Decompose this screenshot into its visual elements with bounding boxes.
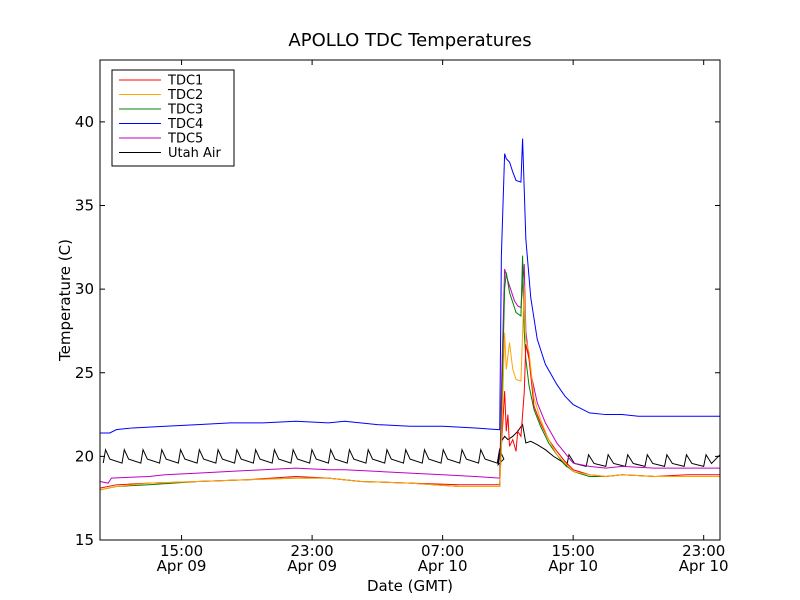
legend-label-tdc3: TDC3 xyxy=(167,103,203,118)
x-tick-label-time: 15:00 xyxy=(160,542,203,560)
x-tick-label-date: Apr 10 xyxy=(548,557,598,575)
y-tick-label: 30 xyxy=(75,280,94,298)
series-lines xyxy=(100,138,720,491)
series-line-tdc4 xyxy=(100,138,720,434)
y-tick-label: 40 xyxy=(75,113,94,131)
x-tick-label-time: 23:00 xyxy=(682,542,725,560)
x-tick-label-time: 15:00 xyxy=(552,542,595,560)
legend-label-utah-air: Utah Air xyxy=(168,146,221,161)
x-tick-label-date: Apr 09 xyxy=(157,557,207,575)
x-tick-label-date: Apr 10 xyxy=(418,557,468,575)
x-tick-label-date: Apr 09 xyxy=(287,557,337,575)
plot-border xyxy=(99,59,721,541)
x-axis-label: Date (GMT) xyxy=(367,577,453,595)
y-tick-label: 35 xyxy=(75,197,94,215)
y-tick-label: 20 xyxy=(75,447,94,465)
x-tick-label-time: 07:00 xyxy=(421,542,464,560)
series-line-utah-air xyxy=(102,423,720,468)
legend-label-tdc1: TDC1 xyxy=(167,74,203,89)
legend-box xyxy=(111,69,235,167)
y-axis-label: Temperature (C) xyxy=(56,239,74,362)
series-layer xyxy=(100,138,720,491)
series-line-tdc2 xyxy=(100,285,720,491)
chart-title: APOLLO TDC Temperatures xyxy=(288,30,531,51)
x-tick-label-time: 23:00 xyxy=(290,542,333,560)
legend-label-tdc2: TDC2 xyxy=(167,88,203,103)
legend-label-tdc4: TDC4 xyxy=(167,117,203,132)
x-tick-label-date: Apr 10 xyxy=(679,557,729,575)
y-tick-label: 15 xyxy=(75,531,94,549)
y-axis: 15 20 25 30 35 40 xyxy=(75,113,720,549)
y-tick-label: 25 xyxy=(75,364,94,382)
series-line-tdc1 xyxy=(100,344,720,489)
legend-label-tdc5: TDC5 xyxy=(167,132,203,147)
